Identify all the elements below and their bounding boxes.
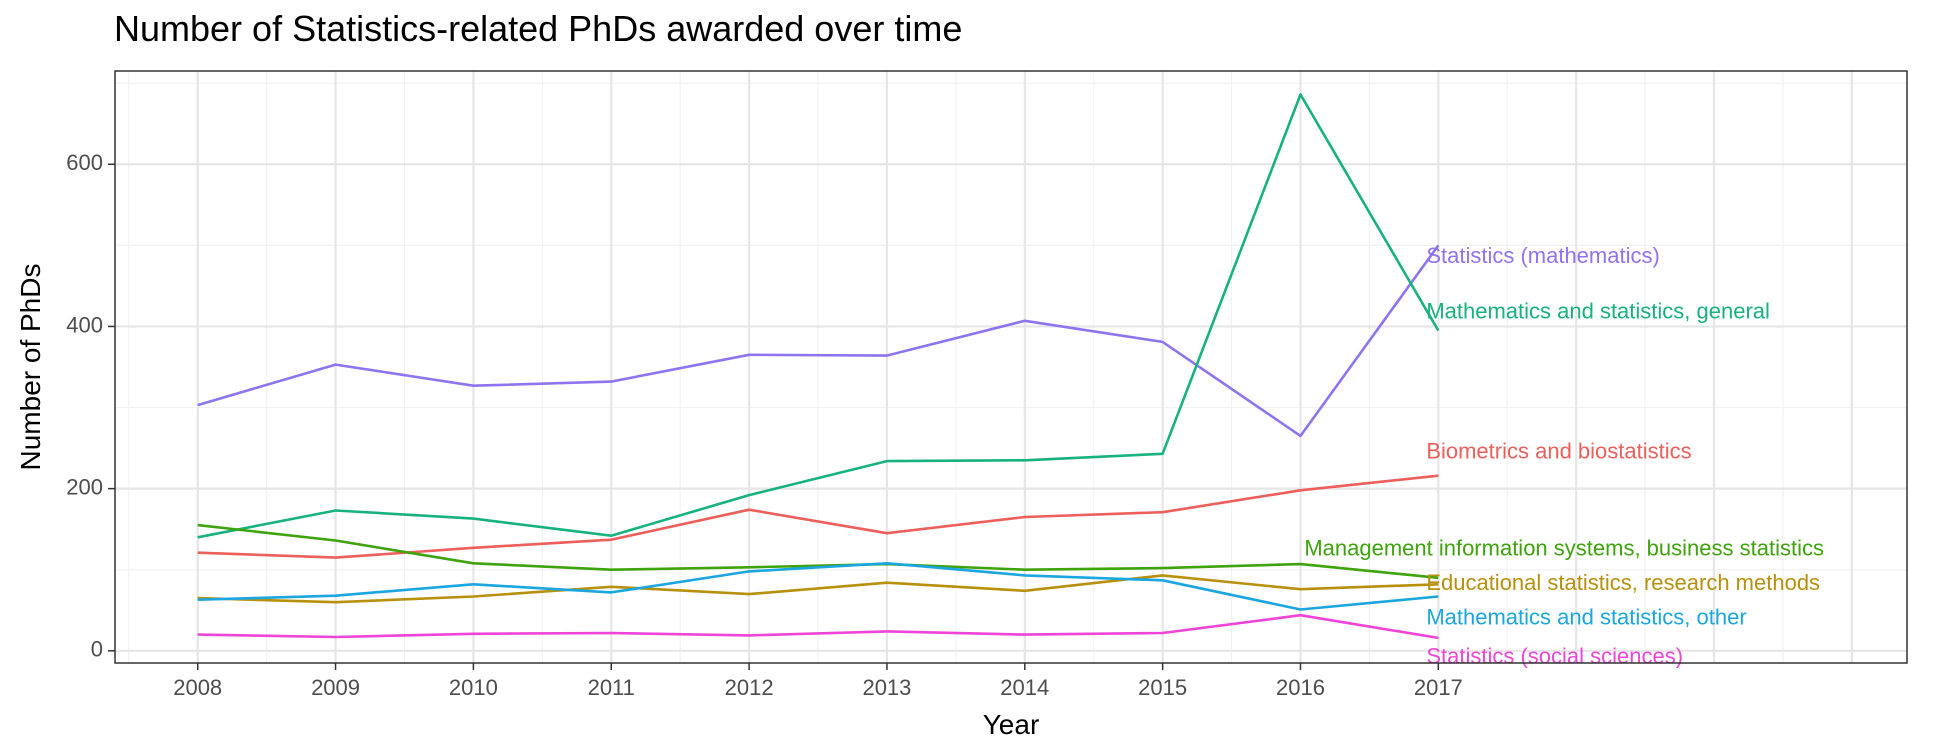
series-label: Statistics (mathematics) <box>1426 243 1660 268</box>
series-label: Biometrics and biostatistics <box>1426 438 1691 463</box>
x-axis: 2008 2009 2010 2011 2012 2013 2014 2015 2016 2017 <box>173 663 1463 700</box>
x-tick-label: 2013 <box>862 675 911 700</box>
x-tick-label: 2009 <box>311 675 360 700</box>
y-axis: 0 200 400 600 <box>66 150 115 662</box>
y-tick-label: 400 <box>66 312 103 337</box>
plot-background <box>115 71 1907 663</box>
y-tick-label: 0 <box>91 637 103 662</box>
x-tick-label: 2017 <box>1414 675 1463 700</box>
chart-title: Number of Statistics-related PhDs awarde… <box>114 8 963 49</box>
y-axis-title: Number of PhDs <box>15 264 46 471</box>
series-line <box>197 93 1440 539</box>
x-tick-label: 2010 <box>449 675 498 700</box>
series-line <box>197 561 1439 611</box>
series-label: Mathematics and statistics, general <box>1426 298 1770 323</box>
series-lines <box>197 93 1440 640</box>
x-tick-label: 2011 <box>588 675 635 700</box>
y-tick-label: 200 <box>66 474 103 499</box>
y-tick-label: 600 <box>66 150 103 175</box>
minor-gridlines <box>115 71 1907 663</box>
series-labels: Statistics (mathematics) Mathematics and … <box>1304 243 1824 669</box>
x-tick-label: 2014 <box>1000 675 1049 700</box>
series-label: Management information systems, business… <box>1304 536 1824 561</box>
series-line <box>197 523 1439 580</box>
x-axis-title: Year <box>983 709 1040 740</box>
x-tick-label: 2012 <box>725 675 774 700</box>
series-line <box>197 244 1440 438</box>
series-line <box>197 574 1439 604</box>
series-line <box>197 613 1439 640</box>
x-tick-label: 2016 <box>1276 675 1325 700</box>
series-label: Mathematics and statistics, other <box>1426 604 1746 629</box>
x-tick-label: 2008 <box>173 675 222 700</box>
x-tick-label: 2015 <box>1138 675 1187 700</box>
plot-panel-border <box>114 70 1908 664</box>
series-label: Educational statistics, research methods <box>1426 570 1820 595</box>
series-label: Statistics (social sciences) <box>1426 644 1683 669</box>
